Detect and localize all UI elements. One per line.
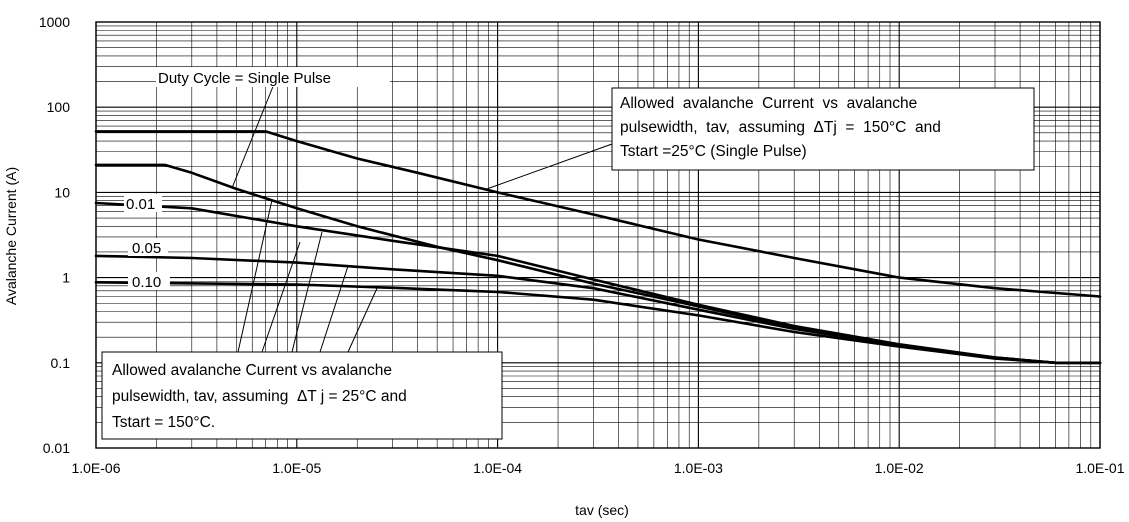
y-tick-label: 1 bbox=[62, 270, 70, 286]
x-tick-label: 1.0E-05 bbox=[272, 460, 321, 476]
plot-border bbox=[95, 21, 1101, 449]
chart-grid bbox=[95, 21, 1101, 449]
label-single-pulse: Duty Cycle = Single Pulse bbox=[158, 70, 331, 87]
label-005: 0.05 bbox=[132, 240, 161, 257]
x-tick-label: 1.0E-04 bbox=[473, 460, 522, 476]
y-tick-label: 100 bbox=[47, 99, 71, 115]
upper-annotation-line-2: pulsewidth, tav, assuming ΔTj = 150°C an… bbox=[620, 119, 941, 136]
y-tick-label: 0.01 bbox=[43, 440, 70, 456]
label-bg-005 bbox=[128, 238, 168, 256]
axis-ticks: 1.0E-06 1.0E-05 1.0E-04 1.0E-03 1.0E-02 1.0E-… bbox=[39, 14, 1125, 476]
series-line-4 bbox=[94, 254, 1102, 365]
y-tick-label: 0.1 bbox=[51, 355, 71, 371]
lower-annotation-line-1: Allowed avalanche Current vs avalanche bbox=[112, 362, 392, 379]
x-tick-label: 1.0E-06 bbox=[71, 460, 120, 476]
series-line-1 bbox=[94, 130, 1102, 298]
upper-annotation-line-3: Tstart =25°C (Single Pulse) bbox=[620, 143, 807, 160]
leader-lower-2 bbox=[261, 241, 301, 353]
label-bg-001 bbox=[124, 194, 162, 212]
lower-annotation-line-2: pulsewidth, tav, assuming ΔT j = 25°C an… bbox=[112, 388, 407, 405]
x-tick-label: 1.0E-03 bbox=[674, 460, 723, 476]
label-010: 0.10 bbox=[132, 274, 161, 291]
series-line-2 bbox=[94, 163, 1102, 365]
leader-lower-5 bbox=[347, 285, 379, 353]
leader-lower-3 bbox=[291, 231, 323, 353]
upper-annotation-box bbox=[611, 87, 1035, 171]
leader-single-pulse bbox=[231, 83, 275, 189]
x-tick-label: 1.0E-02 bbox=[875, 460, 924, 476]
label-bg-single-pulse bbox=[156, 67, 390, 87]
leader-lower-4 bbox=[319, 265, 349, 353]
leader-lower-1 bbox=[237, 199, 273, 353]
x-axis-title: tav (sec) bbox=[575, 502, 629, 518]
label-bg-010 bbox=[128, 272, 170, 290]
upper-annotation-line-1: Allowed avalanche Current vs avalanche bbox=[620, 95, 917, 112]
chart-series bbox=[94, 130, 1102, 365]
lower-annotation-box bbox=[101, 351, 503, 440]
y-tick-label: 1000 bbox=[39, 14, 70, 30]
label-001: 0.01 bbox=[126, 196, 155, 213]
y-tick-label: 10 bbox=[54, 184, 70, 200]
leader-upper-note bbox=[483, 143, 613, 191]
lower-annotation-line-3: Tstart = 150°C. bbox=[112, 414, 215, 431]
y-axis-title: Avalanche Current (A) bbox=[3, 167, 19, 305]
lower-annotation: Allowed avalanche Current vs avalanche p… bbox=[101, 351, 503, 440]
leader-lines bbox=[231, 83, 613, 353]
x-tick-label: 1.0E-01 bbox=[1075, 460, 1124, 476]
upper-annotation: Allowed avalanche Current vs avalanche p… bbox=[611, 87, 1035, 171]
series-line-5 bbox=[94, 281, 1102, 365]
series-labels: Duty Cycle = Single Pulse 0.01 0.05 0.10 bbox=[124, 67, 390, 291]
